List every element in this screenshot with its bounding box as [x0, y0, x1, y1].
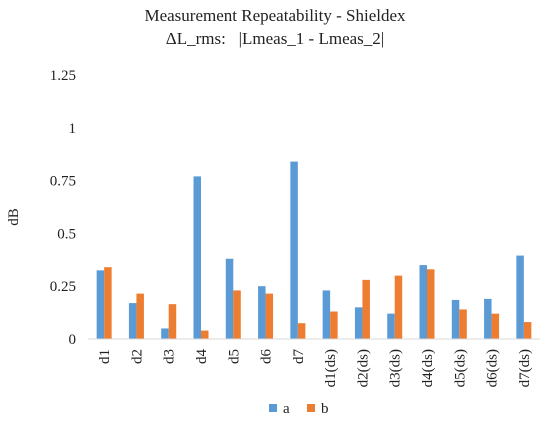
y-tick-label: 0.5 — [57, 226, 76, 242]
y-tick-label: 0.25 — [50, 279, 76, 295]
bar-a-d2 — [128, 303, 137, 339]
bar-b-d5(ds) — [459, 309, 467, 339]
y-tick-label: 1 — [69, 121, 77, 137]
legend-swatch-b — [307, 404, 315, 412]
x-tick-label: d3 — [162, 349, 178, 364]
bar-b-d5 — [233, 290, 241, 339]
chart-subtitle: ΔL_rms: |Lmeas_1 - Lmeas_2| — [165, 29, 385, 48]
x-tick-label: d4(ds) — [420, 349, 436, 387]
x-tick-label: d4 — [194, 349, 210, 365]
legend-label-b: b — [321, 401, 329, 417]
bar-b-d1 — [104, 267, 112, 339]
x-tick-label: d5(ds) — [452, 349, 468, 387]
legend-label-a: a — [283, 401, 290, 417]
bar-b-d2 — [136, 293, 144, 339]
bar-a-d1(ds) — [322, 290, 331, 339]
bar-b-d1(ds) — [330, 311, 338, 339]
y-tick-label: 0 — [69, 332, 77, 348]
bar-b-d3(ds) — [394, 275, 403, 339]
bar-a-d3(ds) — [387, 313, 395, 339]
bar-a-d7(ds) — [516, 255, 524, 339]
bar-b-d4(ds) — [427, 269, 435, 339]
x-tick-label: d1(ds) — [323, 349, 339, 387]
legend-swatch-a — [269, 404, 277, 412]
bar-a-d1 — [96, 270, 105, 339]
bar-b-d4 — [201, 330, 209, 339]
bar-b-d6 — [265, 293, 274, 339]
bar-a-d5(ds) — [451, 299, 460, 339]
bar-a-d6(ds) — [484, 298, 492, 339]
x-tick-label: d7(ds) — [517, 349, 533, 387]
y-axis-title: dB — [6, 208, 22, 226]
x-tick-label: d2 — [129, 349, 145, 364]
bar-a-d4(ds) — [419, 265, 427, 339]
bar-b-d3 — [168, 304, 177, 339]
x-tick-label: d5 — [226, 349, 242, 364]
y-tick-label: 0.75 — [50, 174, 76, 190]
x-tick-label: d3(ds) — [388, 349, 404, 387]
chart-title: Measurement Repeatability - Shieldex — [144, 6, 406, 25]
bar-a-d5 — [225, 258, 234, 339]
bar-b-d2(ds) — [362, 279, 370, 339]
bar-b-d7 — [297, 323, 306, 339]
x-tick-label: d1 — [97, 349, 113, 364]
bar-a-d2(ds) — [354, 307, 363, 339]
bar-b-d7(ds) — [523, 322, 532, 339]
x-tick-label: d6 — [259, 349, 275, 365]
x-tick-label: d2(ds) — [355, 349, 371, 387]
bar-a-d3 — [161, 328, 169, 339]
y-tick-label: 1.25 — [50, 68, 76, 84]
bar-a-d6 — [258, 286, 266, 339]
bar-a-d4 — [193, 176, 201, 339]
bar-b-d6(ds) — [491, 313, 500, 339]
x-tick-label: d7 — [291, 349, 307, 365]
bar-a-d7 — [290, 161, 298, 339]
x-tick-label: d6(ds) — [485, 349, 501, 387]
